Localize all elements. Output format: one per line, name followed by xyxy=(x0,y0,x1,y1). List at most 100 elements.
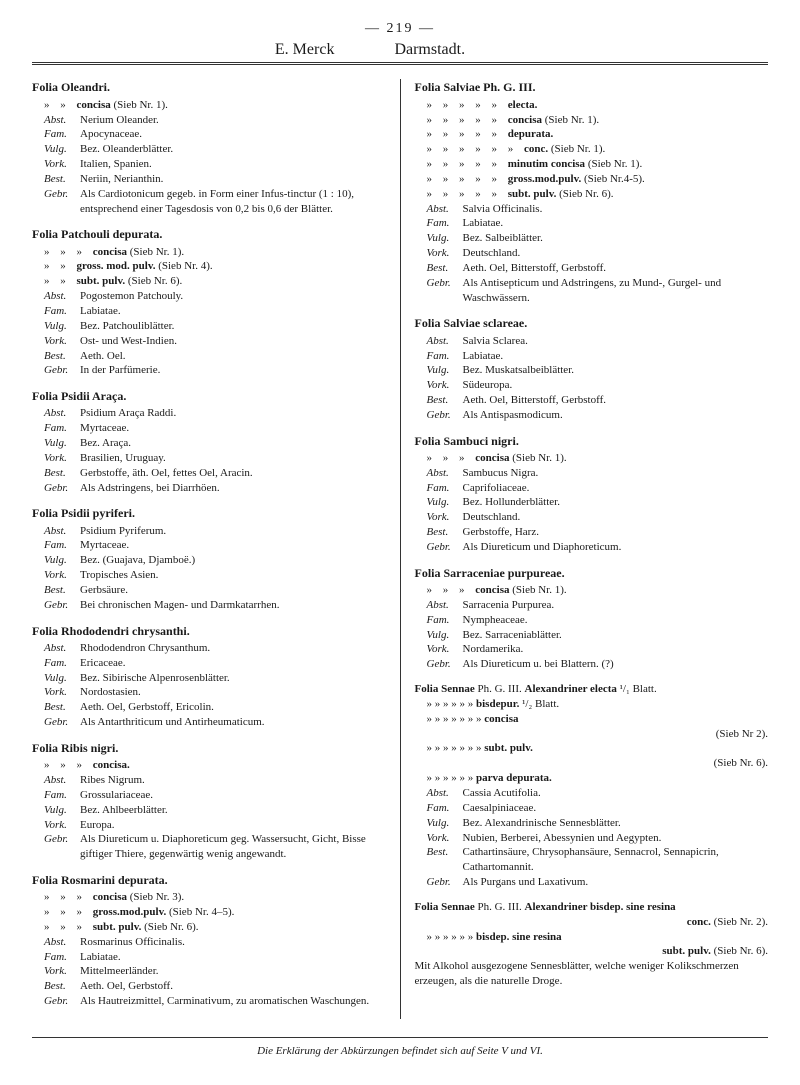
field-row: Abst.Psidium Pyriferum. xyxy=(32,524,386,539)
field-label: Vulg. xyxy=(44,436,80,451)
field-value: Deutschland. xyxy=(463,246,769,261)
field-row: Vulg.Bez. (Guajava, Djamboë.) xyxy=(32,553,386,568)
field-label: Vork. xyxy=(427,642,463,657)
field-value: Nerium Oleander. xyxy=(80,113,386,128)
field-row: Vork.Mittelmeerländer. xyxy=(32,964,386,979)
field-value: Als Diureticum u. Diaphoreticum geg. Was… xyxy=(80,832,386,862)
field-label: Best. xyxy=(44,700,80,715)
field-row: Vulg.Bez. Salbeiblätter. xyxy=(415,231,769,246)
field-value: Bez. Salbeiblätter. xyxy=(463,231,769,246)
field-value: Ericaceae. xyxy=(80,656,386,671)
field-label: Vork. xyxy=(44,157,80,172)
field-value: Gerbsäure. xyxy=(80,583,386,598)
field-value: Gerbstoffe, äth. Oel, fettes Oel, Aracin… xyxy=(80,466,386,481)
sennae-line: (Sieb Nr. 6). xyxy=(415,756,769,771)
field-label: Abst. xyxy=(427,466,463,481)
field-label: Vork. xyxy=(427,510,463,525)
quot-marks: » » » » » xyxy=(427,158,508,170)
field-label: Abst. xyxy=(44,935,80,950)
subline-rest: (Sieb Nr. 4–5). xyxy=(169,906,234,918)
field-label: Vork. xyxy=(44,568,80,583)
entry-subline: » » » concisa. xyxy=(32,758,386,773)
quot-marks: » » » » » xyxy=(427,188,508,200)
field-value: Labiatae. xyxy=(80,950,386,965)
footer: Die Erklärung der Abkürzungen befindet s… xyxy=(32,1037,768,1059)
field-label: Gebr. xyxy=(427,540,463,555)
field-value: Als Hautreizmittel, Carminativum, zu aro… xyxy=(80,994,386,1009)
subline-bold: concisa xyxy=(475,452,512,464)
field-value: Als Adstringens, bei Diarrhöen. xyxy=(80,481,386,496)
sennae-line: » » » » » » bisdepur. ¹/₂ Blatt. xyxy=(415,697,769,712)
field-row: Fam.Myrtaceae. xyxy=(32,538,386,553)
field-row: Vork.Nubien, Berberei, Abessynien und Ae… xyxy=(415,831,769,846)
subline-bold: subt. pulv. xyxy=(508,188,559,200)
field-row: Best.Cathartinsäure, Chrysophansäure, Se… xyxy=(415,845,769,875)
subline-bold: concisa xyxy=(93,246,130,258)
field-label: Gebr. xyxy=(427,276,463,306)
field-value: Grossulariaceae. xyxy=(80,788,386,803)
header-left: E. Merck xyxy=(215,39,335,61)
field-label: Gebr. xyxy=(44,994,80,1009)
field-value: Sambucus Nigra. xyxy=(463,466,769,481)
field-value: Südeuropa. xyxy=(463,378,769,393)
field-label: Vulg. xyxy=(44,319,80,334)
subline-rest: (Sieb Nr. 1). xyxy=(551,143,605,155)
field-value: Italien, Spanien. xyxy=(80,157,386,172)
field-row: Best.Aeth. Oel, Gerbstoff, Ericolin. xyxy=(32,700,386,715)
field-label: Gebr. xyxy=(427,408,463,423)
field-value: Bez. Oleanderblätter. xyxy=(80,142,386,157)
field-label: Best. xyxy=(44,349,80,364)
field-label: Vulg. xyxy=(427,231,463,246)
field-value: Brasilien, Uruguay. xyxy=(80,451,386,466)
field-row: Vork.Tropisches Asien. xyxy=(32,568,386,583)
field-value: Rosmarinus Officinalis. xyxy=(80,935,386,950)
field-row: Vulg.Bez. Muskatsalbeiblätter. xyxy=(415,363,769,378)
field-row: Vulg.Bez. Sarraceniablätter. xyxy=(415,628,769,643)
quot-marks: » » » xyxy=(427,452,476,464)
field-label: Vork. xyxy=(427,378,463,393)
subline-rest: (Sieb Nr. 1). xyxy=(588,158,642,170)
subline-bold: gross.mod.pulv. xyxy=(93,906,169,918)
field-label: Best. xyxy=(427,393,463,408)
field-row: Fam.Grossulariaceae. xyxy=(32,788,386,803)
field-label: Vulg. xyxy=(427,628,463,643)
right-column: Folia Salviae Ph. G. III. » » » » » elect… xyxy=(401,79,769,1019)
quot-marks: » » » » » xyxy=(427,128,508,140)
field-value: Bei chronischen Magen- und Darmkatarrhen… xyxy=(80,598,386,613)
field-row: Fam.Nympheaceae. xyxy=(415,613,769,628)
field-value: Sarracenia Purpurea. xyxy=(463,598,769,613)
entry-title: Folia Salviae Ph. G. III. xyxy=(415,79,769,95)
entry: Folia Rhododendri chrysanthi.Abst.Rhodod… xyxy=(32,623,386,730)
field-label: Gebr. xyxy=(44,481,80,496)
page-title-row: E. Merck Darmstadt. xyxy=(32,39,768,66)
field-value: Deutschland. xyxy=(463,510,769,525)
field-row: Abst.Pogostemon Patchouly. xyxy=(32,289,386,304)
entry-subline: » » » » » electa. xyxy=(415,98,769,113)
subline-rest: (Sieb Nr. 6). xyxy=(128,275,182,287)
field-label: Best. xyxy=(44,466,80,481)
subline-bold: concisa xyxy=(93,891,130,903)
field-value: Pogostemon Patchouly. xyxy=(80,289,386,304)
quot-marks: » » xyxy=(44,260,77,272)
subline-rest: (Sieb Nr. 1). xyxy=(512,584,566,596)
field-label: Fam. xyxy=(44,421,80,436)
quot-marks: » » » » » xyxy=(427,173,508,185)
field-value: Als Antisepticum und Adstringens, zu Mun… xyxy=(463,276,769,306)
field-value: Bez. Sibirische Alpenrosenblätter. xyxy=(80,671,386,686)
field-label: Abst. xyxy=(44,406,80,421)
field-row: Fam.Labiatae. xyxy=(32,950,386,965)
entry: Folia Patchouli depurata.» » » concisa (… xyxy=(32,226,386,378)
entry-title: Folia Sarraceniae purpureae. xyxy=(415,565,769,581)
field-row: Fam.Myrtaceae. xyxy=(32,421,386,436)
field-value: Ribes Nigrum. xyxy=(80,773,386,788)
field-row: Fam.Ericaceae. xyxy=(32,656,386,671)
field-value: Aeth. Oel, Bitterstoff, Gerbstoff. xyxy=(463,393,769,408)
field-value: Bez. Araça. xyxy=(80,436,386,451)
field-label: Vulg. xyxy=(427,495,463,510)
field-row: Vulg.Bez. Oleanderblätter. xyxy=(32,142,386,157)
subline-bold: electa. xyxy=(508,99,538,111)
field-row: Abst.Cassia Acutifolia. xyxy=(415,786,769,801)
field-row: Abst.Rhododendron Chrysanthum. xyxy=(32,641,386,656)
quot-marks: » » » xyxy=(44,759,93,771)
field-label: Best. xyxy=(427,525,463,540)
